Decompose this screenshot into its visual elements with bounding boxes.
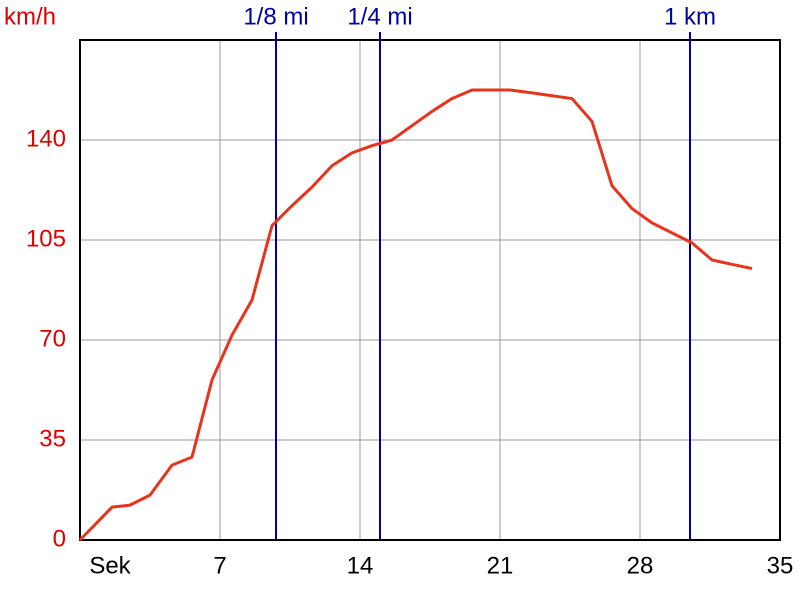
y-axis-label: km/h bbox=[4, 3, 56, 30]
y-tick-label: 35 bbox=[39, 425, 66, 452]
y-tick-label: 105 bbox=[26, 225, 66, 252]
marker-label: 1/4 mi bbox=[347, 3, 412, 30]
marker-label: 1 km bbox=[664, 3, 716, 30]
y-tick-label: 140 bbox=[26, 125, 66, 152]
y-tick-label: 0 bbox=[53, 525, 66, 552]
y-tick-label: 70 bbox=[39, 325, 66, 352]
x-tick-label: 7 bbox=[213, 552, 226, 579]
x-tick-label: Sek bbox=[89, 552, 131, 579]
x-tick-label: 14 bbox=[347, 552, 374, 579]
plot-border bbox=[79, 39, 781, 541]
marker-label: 1/8 mi bbox=[243, 3, 308, 30]
x-tick-label: 28 bbox=[627, 552, 654, 579]
x-tick-label: 35 bbox=[767, 552, 794, 579]
x-tick-label: 21 bbox=[487, 552, 514, 579]
speed-line bbox=[78, 88, 753, 542]
